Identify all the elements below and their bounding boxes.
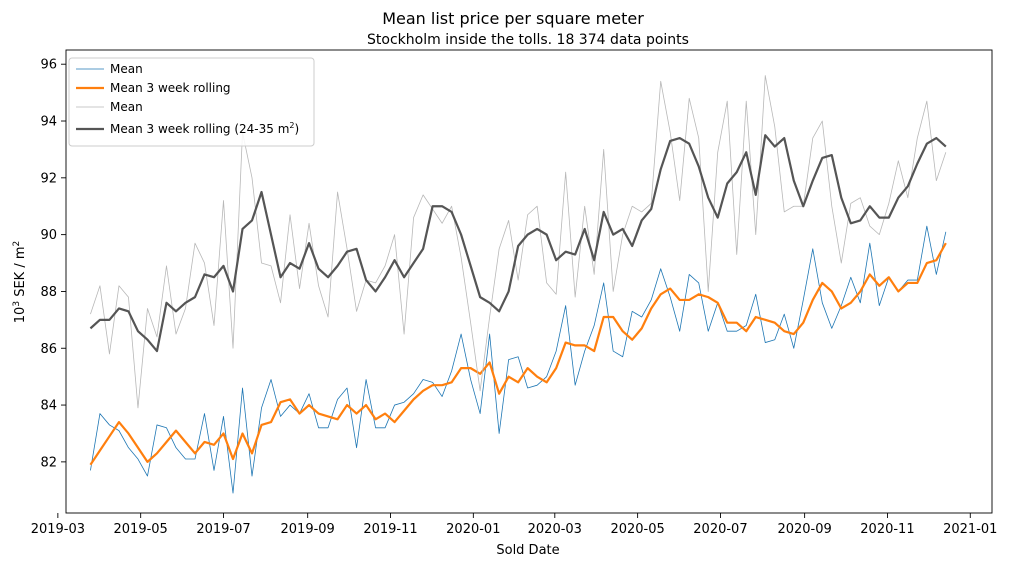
- y-axis: 82 84 86 88 90 92 94 96: [40, 58, 66, 470]
- x-tick-label: 2019-03: [31, 522, 85, 537]
- series-group: [89, 75, 947, 494]
- x-tick-label: 2019-09: [281, 522, 335, 537]
- x-tick-label: 2021-01: [943, 522, 997, 537]
- x-tick-label: 2020-11: [860, 522, 914, 537]
- x-tick-label: 2020-05: [610, 522, 664, 537]
- legend-label-mean-small: Mean: [110, 100, 143, 114]
- x-tick-label: 2020-07: [693, 522, 747, 537]
- y-tick-label: 96: [40, 58, 57, 73]
- x-tick-label: 2019-05: [114, 522, 168, 537]
- y-tick-label: 86: [40, 342, 57, 357]
- plot-frame: [65, 49, 993, 514]
- legend-label-rolling-small: Mean 3 week rolling (24-35 m2): [110, 121, 299, 136]
- series-mean-line: [90, 225, 947, 494]
- x-axis: 2019-03 2019-05 2019-07 2019-09 2019-11 2020-…: [31, 513, 997, 537]
- y-axis-label: 103 SEK / m2: [12, 241, 28, 323]
- y-tick-label: 94: [40, 115, 57, 130]
- x-tick-label: 2020-01: [446, 522, 500, 537]
- legend-box: [68, 57, 315, 147]
- x-tick-label: 2019-11: [363, 522, 417, 537]
- series-rolling-line: [89, 242, 947, 466]
- x-tick-label: 2020-09: [777, 522, 831, 537]
- series-rolling-small-line: [89, 134, 947, 353]
- x-axis-label: Sold Date: [496, 543, 559, 558]
- x-tick-label: 2019-07: [196, 522, 250, 537]
- legend-label-rolling: Mean 3 week rolling: [110, 81, 231, 95]
- y-tick-label: 92: [40, 171, 57, 186]
- x-tick-label: 2020-03: [528, 522, 582, 537]
- y-tick-label: 88: [40, 285, 57, 300]
- y-tick-label: 90: [40, 228, 57, 243]
- chart-subtitle: Stockholm inside the tolls. 18 374 data …: [367, 32, 689, 48]
- legend: Mean Mean 3 week rolling Mean Mean 3 wee…: [68, 57, 315, 147]
- y-tick-label: 82: [40, 455, 57, 470]
- legend-label-mean: Mean: [110, 62, 143, 76]
- chart-title: Mean list price per square meter: [382, 9, 644, 28]
- y-tick-label: 84: [40, 399, 57, 414]
